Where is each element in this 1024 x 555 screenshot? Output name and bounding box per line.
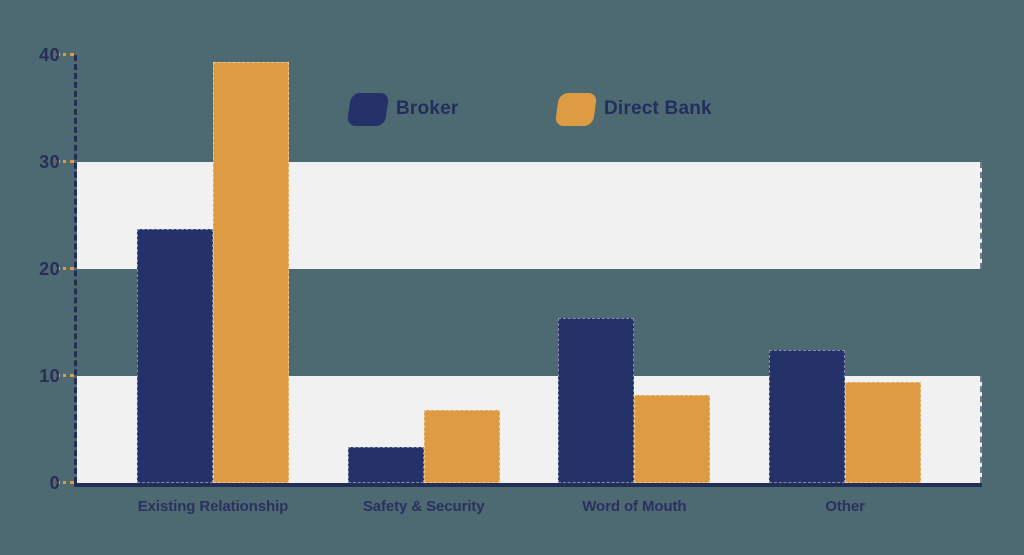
y-axis-label-0: 0 <box>49 473 60 493</box>
legend-item-broker: Broker <box>346 92 459 126</box>
x-category-label-safety-security: Safety & Security <box>362 498 485 515</box>
y-axis-tick-20 <box>56 267 74 270</box>
y-axis-tick-10 <box>56 374 74 377</box>
y-axis-tick-0 <box>56 481 74 484</box>
bar-direct-bank-existing-relationship <box>213 62 289 483</box>
legend-label-direct-bank: Direct Bank <box>604 98 712 119</box>
x-category-label-other: Other <box>825 498 865 515</box>
x-axis-line <box>74 483 982 487</box>
x-category-label-existing-relationship: Existing Relationship <box>137 498 289 515</box>
bar-broker-existing-relationship <box>137 229 213 483</box>
bar-direct-bank-other <box>845 382 922 483</box>
direct-bank-legend-swatch-icon <box>554 92 598 126</box>
bar-direct-bank-word-of-mouth <box>634 395 711 483</box>
y-axis-label-20: 20 <box>39 259 60 279</box>
x-category-label-word-of-mouth: Word of Mouth <box>582 498 687 515</box>
bar-broker-safety-security <box>347 446 424 483</box>
bar-broker-other <box>769 350 846 483</box>
y-axis-tick-30 <box>56 160 74 163</box>
broker-legend-swatch-icon <box>346 92 390 126</box>
y-axis-label-30: 30 <box>39 152 60 172</box>
y-axis-label-10: 10 <box>39 366 60 386</box>
y-axis-label-40: 40 <box>39 45 60 65</box>
bar-direct-bank-safety-security <box>423 410 500 483</box>
y-axis-tick-40 <box>56 53 74 56</box>
bar-broker-word-of-mouth <box>558 318 635 483</box>
legend-item-direct-bank: Direct Bank <box>554 92 712 126</box>
legend-label-broker: Broker <box>396 98 459 119</box>
y-axis-line <box>74 55 77 483</box>
